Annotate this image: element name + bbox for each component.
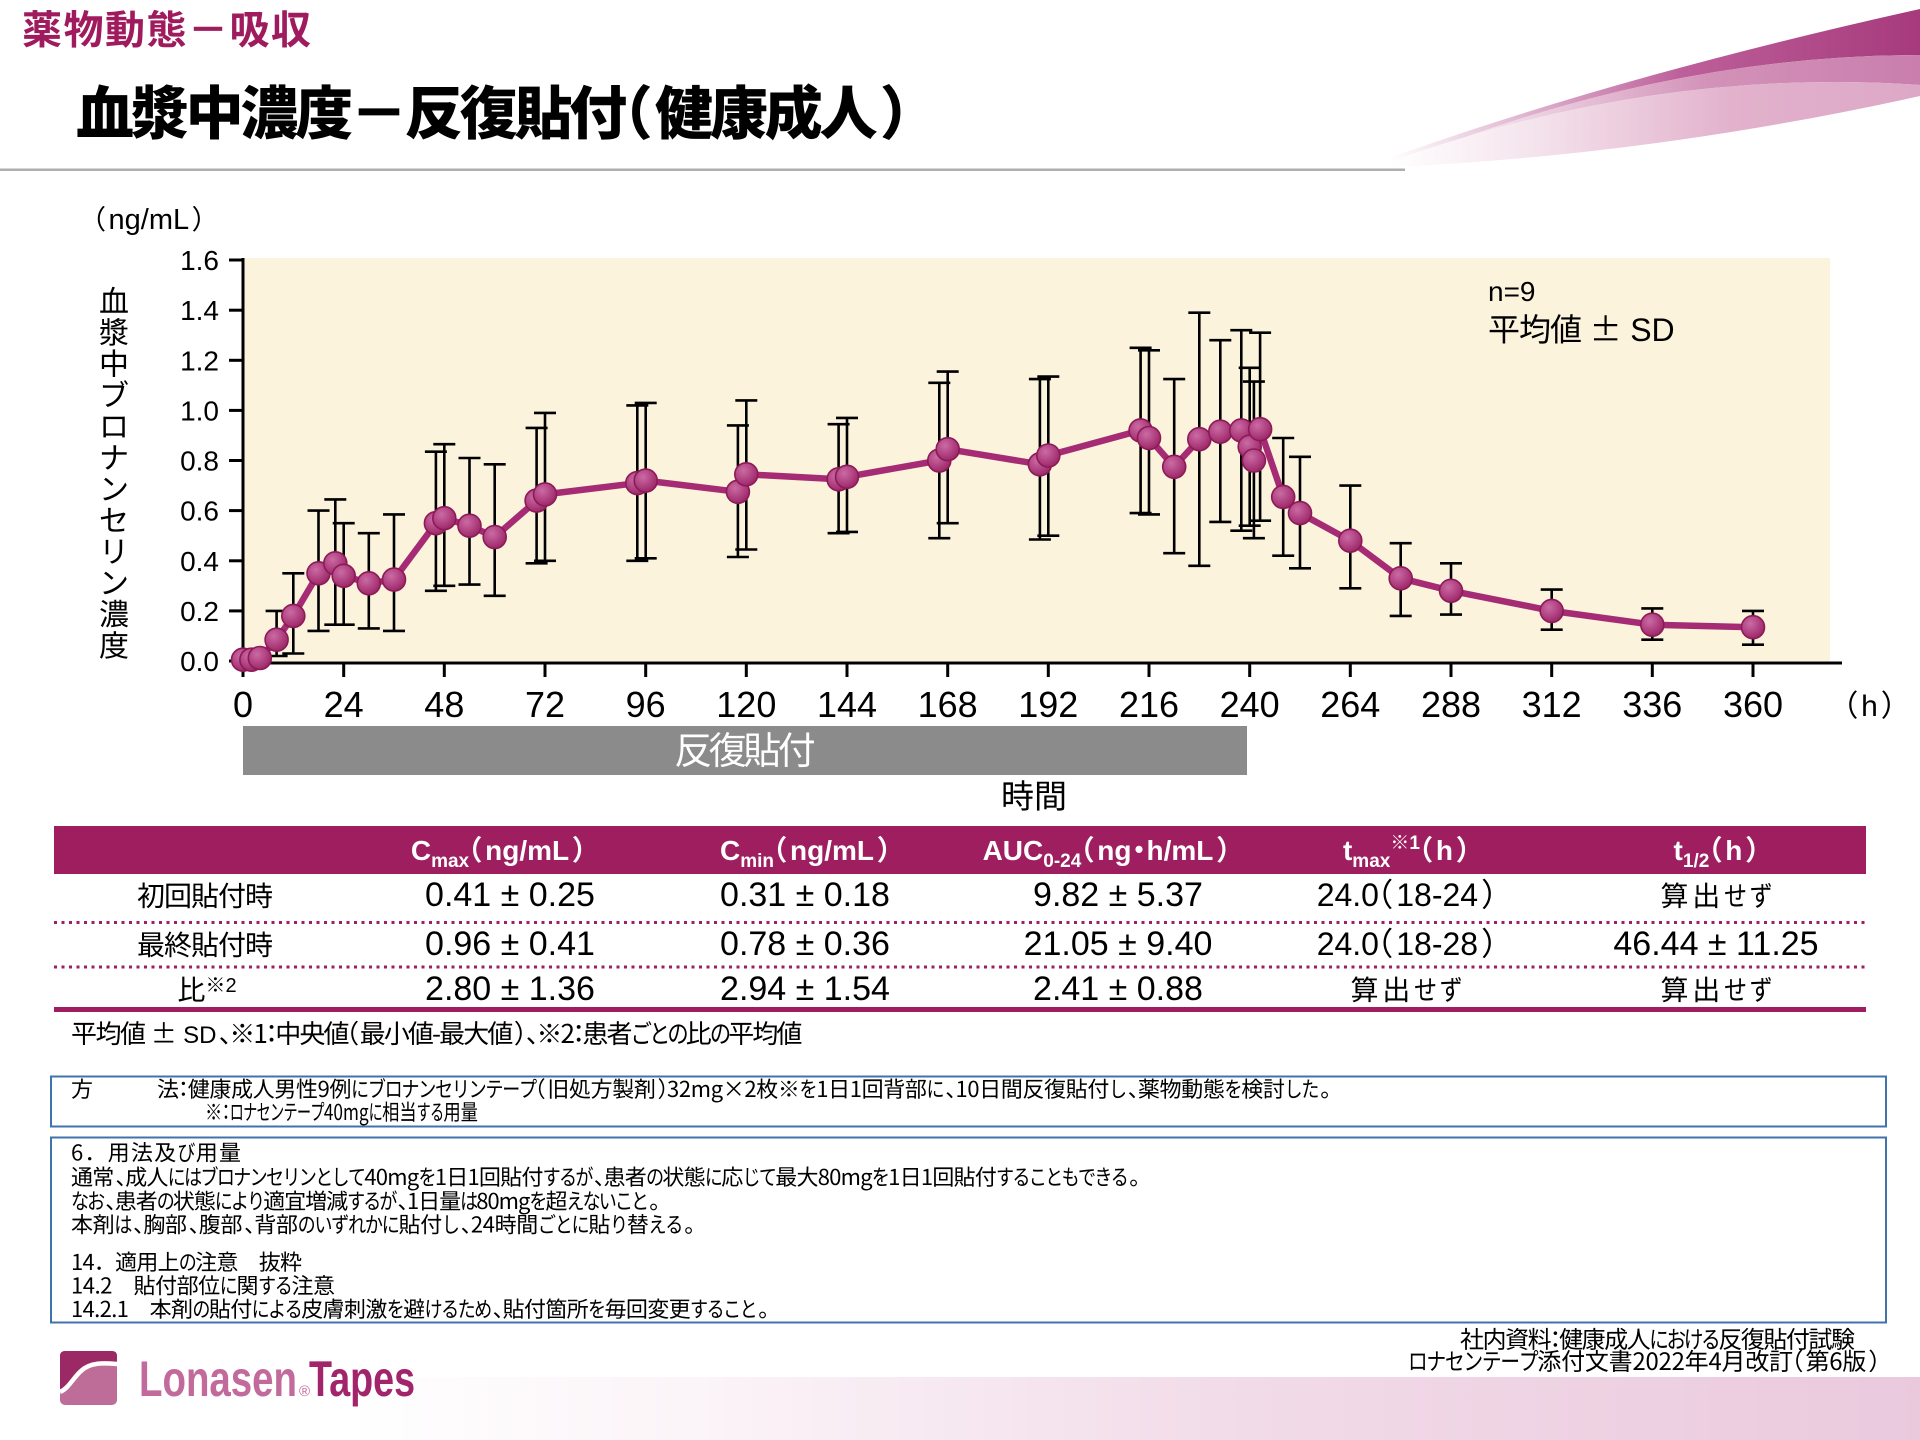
svg-text:48: 48 xyxy=(424,684,464,725)
svg-text:2.80 ± 1.36: 2.80 ± 1.36 xyxy=(425,970,595,1008)
svg-text:AUC: AUC xyxy=(983,835,1044,866)
svg-text:ng/mL: ng/mL xyxy=(109,204,190,236)
svg-text:2.94 ± 1.54: 2.94 ± 1.54 xyxy=(720,970,890,1008)
svg-text:1.0: 1.0 xyxy=(180,395,219,426)
svg-text:®: ® xyxy=(299,1383,310,1400)
svg-text:h: h xyxy=(1436,835,1453,866)
svg-text:168: 168 xyxy=(918,684,978,725)
svg-text:ng/mL: ng/mL xyxy=(485,835,569,866)
svg-text:192: 192 xyxy=(1018,684,1078,725)
svg-text:ng: ng xyxy=(1097,835,1131,866)
svg-text:240: 240 xyxy=(1220,684,1280,725)
svg-text:1.4: 1.4 xyxy=(180,295,219,326)
svg-text:t: t xyxy=(1674,835,1683,866)
svg-text:Tapes: Tapes xyxy=(309,1351,415,1407)
svg-text:0.6: 0.6 xyxy=(180,496,219,527)
svg-text:120: 120 xyxy=(716,684,776,725)
svg-text:max: max xyxy=(1352,851,1390,872)
svg-text:21.05 ± 9.40: 21.05 ± 9.40 xyxy=(1024,925,1213,963)
svg-text:C: C xyxy=(720,835,740,866)
svg-text:360: 360 xyxy=(1723,684,1783,725)
svg-text:0.8: 0.8 xyxy=(180,446,219,477)
svg-text:9.82 ± 5.37: 9.82 ± 5.37 xyxy=(1033,876,1203,914)
svg-text:1.6: 1.6 xyxy=(180,245,219,276)
svg-text:max: max xyxy=(431,851,469,872)
svg-text:312: 312 xyxy=(1522,684,1582,725)
svg-text:h: h xyxy=(1725,835,1742,866)
svg-text:h: h xyxy=(1861,690,1878,723)
svg-text:144: 144 xyxy=(817,684,877,725)
svg-text:216: 216 xyxy=(1119,684,1179,725)
svg-text:min: min xyxy=(740,851,774,872)
svg-text:72: 72 xyxy=(525,684,565,725)
svg-text:t: t xyxy=(1343,835,1352,866)
svg-text:h/mL: h/mL xyxy=(1147,835,1214,866)
svg-text:1.2: 1.2 xyxy=(180,345,219,376)
svg-text:288: 288 xyxy=(1421,684,1481,725)
svg-text:264: 264 xyxy=(1320,684,1380,725)
svg-text:24.0: 24.0 xyxy=(1317,926,1379,962)
svg-text:0-24: 0-24 xyxy=(1043,851,1081,872)
svg-text:n=9: n=9 xyxy=(1488,276,1536,307)
svg-text:ng/mL: ng/mL xyxy=(790,835,874,866)
svg-text:0.0: 0.0 xyxy=(180,646,219,677)
svg-text:24: 24 xyxy=(324,684,364,725)
svg-text:1/2: 1/2 xyxy=(1683,851,1709,872)
svg-text:0.96 ± 0.41: 0.96 ± 0.41 xyxy=(425,925,595,963)
svg-text:2: 2 xyxy=(225,975,236,997)
svg-text:SD: SD xyxy=(1630,312,1674,348)
svg-text:18-28: 18-28 xyxy=(1396,926,1478,962)
svg-text:0.31 ± 0.18: 0.31 ± 0.18 xyxy=(720,876,890,914)
svg-text:Lonasen: Lonasen xyxy=(139,1351,297,1407)
svg-text:0.2: 0.2 xyxy=(180,596,219,627)
svg-text:0.41 ± 0.25: 0.41 ± 0.25 xyxy=(425,876,595,914)
svg-text:46.44 ± 11.25: 46.44 ± 11.25 xyxy=(1613,925,1818,963)
svg-text:336: 336 xyxy=(1622,684,1682,725)
svg-text:96: 96 xyxy=(626,684,666,725)
svg-text:2.41 ± 0.88: 2.41 ± 0.88 xyxy=(1033,970,1203,1008)
svg-text:SD: SD xyxy=(183,1022,216,1049)
svg-text:24.0: 24.0 xyxy=(1317,877,1379,913)
svg-text:0: 0 xyxy=(233,684,253,725)
svg-text:0.78 ± 0.36: 0.78 ± 0.36 xyxy=(720,925,890,963)
svg-text:18-24: 18-24 xyxy=(1396,877,1478,913)
svg-text:C: C xyxy=(411,835,431,866)
svg-text:1: 1 xyxy=(1409,833,1420,854)
svg-text:0.4: 0.4 xyxy=(180,546,219,577)
